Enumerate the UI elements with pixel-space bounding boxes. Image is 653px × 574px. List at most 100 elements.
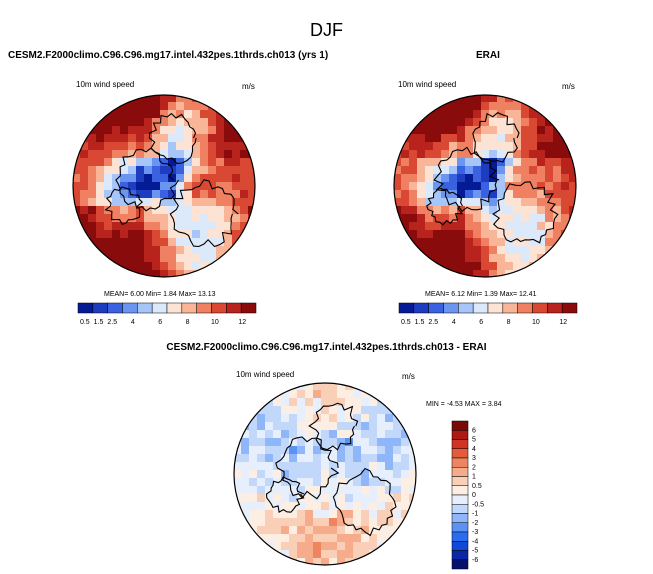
map-cell [297,430,306,439]
map-cell [353,454,362,463]
map-cell [465,142,474,151]
map-cell [104,134,113,143]
map-cell [417,134,426,143]
map-cell [273,534,282,543]
map-cell [136,110,145,119]
map-cell [136,158,145,167]
map-cell [489,134,498,143]
map-cell [545,150,554,159]
map-cell [241,446,250,455]
map-cell [241,430,250,439]
colorbar-swatch [196,302,212,314]
map-cell [337,430,346,439]
map-cell [401,198,410,207]
map-cell [120,118,129,127]
map-cell [120,150,129,159]
map-cell [289,550,298,559]
map-cell [241,510,250,519]
map-cell [136,214,145,223]
map-cell [305,438,314,447]
map-cell [265,526,274,535]
map-cell [345,406,354,415]
map-cell [224,174,233,183]
map-cell [329,462,338,471]
map-cell [361,414,370,423]
map-cell [192,262,201,271]
map-cell [297,422,306,431]
map-cell [273,422,282,431]
map-cell [393,470,402,479]
coastline-island [104,186,144,225]
coastline-greenland [275,436,340,500]
map-cell [385,502,394,511]
map-cell [168,246,177,255]
map-cell [545,110,554,119]
colorbar-swatch [451,541,469,551]
map-cell [473,182,482,191]
coastline-arctic [308,402,359,451]
map-cell [144,262,153,271]
map-cell [537,134,546,143]
map-cell [281,478,290,487]
map-cell [393,534,402,543]
map-cell [417,174,426,183]
map-cell [425,174,434,183]
map-cell [240,222,249,231]
panel2-max-value: 12.41 [519,291,537,298]
map-cell [465,110,474,119]
map-cell [96,174,105,183]
map-cell [200,254,209,263]
map-cell [200,262,209,271]
map-cell [152,206,161,215]
map-cell [513,110,522,119]
map-cell [553,198,562,207]
map-cell [353,494,362,503]
map-cell [160,95,169,103]
map-cell [168,230,177,239]
map-cell [192,158,201,167]
map-cell [457,190,466,199]
map-cell [80,166,89,175]
map-cell [489,95,498,103]
map-cell [321,422,330,431]
map-cell [234,510,242,519]
map-cell [160,262,169,271]
map-cell [537,238,546,247]
map-cell [353,534,362,543]
colorbar-swatch [451,522,469,533]
map-cell [361,518,370,527]
map-cell [401,214,410,223]
map-cell [208,158,217,167]
map-cell [241,454,250,463]
map-cell [289,422,298,431]
map-cell [489,246,498,255]
map-cell [449,110,458,119]
panel1-min-value: 1.84 [163,291,177,298]
map-cell [248,190,255,199]
map-cell [128,222,137,231]
map-cell [152,110,161,119]
map-cell [425,134,434,143]
map-cell [208,190,217,199]
map-cell [265,470,274,479]
map-cell [313,383,322,391]
map-cell [136,134,145,143]
map-cell [521,206,530,215]
map-cell [168,270,177,277]
map-cell [457,230,466,239]
map-cell [216,134,225,143]
colorbar-swatch [451,559,469,570]
panel1-title: CESM2.F2000climo.C96.C96.mg17.intel.432p… [8,50,329,61]
map-cell [281,454,290,463]
map-cell [216,198,225,207]
map-cell [337,534,346,543]
map-cell [457,110,466,119]
map-cell [369,438,378,447]
map-cell [537,222,546,231]
map-cell [505,198,514,207]
map-cell [401,158,410,167]
map-cell [305,550,314,559]
map-cell [192,246,201,255]
map-cell [481,150,490,159]
map-cell [481,198,490,207]
